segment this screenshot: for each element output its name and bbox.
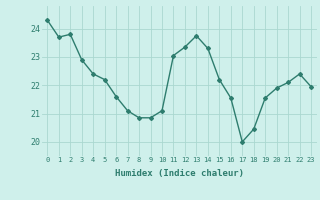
X-axis label: Humidex (Indice chaleur): Humidex (Indice chaleur) bbox=[115, 169, 244, 178]
